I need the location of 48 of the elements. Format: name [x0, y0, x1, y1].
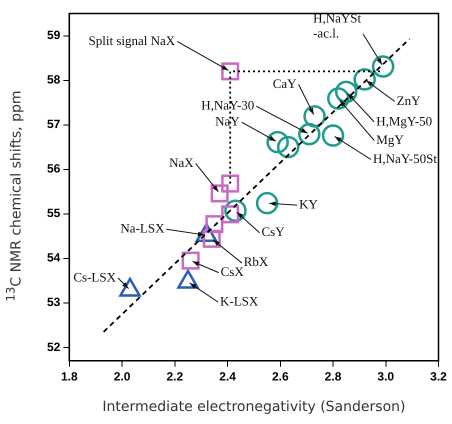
- annotation: NaY: [215, 114, 240, 129]
- point: [298, 122, 321, 146]
- point: [224, 200, 247, 222]
- x-tick-label: 3.0: [377, 369, 394, 384]
- point: [221, 174, 240, 193]
- x-tick-label: 2.4: [219, 369, 236, 384]
- annotation: KY: [299, 196, 318, 212]
- y-tick-label: 56: [46, 162, 61, 176]
- y-tick-label: 55: [46, 206, 61, 220]
- annotation: NaX: [169, 154, 194, 170]
- x-tick-label: 1.8: [61, 369, 78, 384]
- y-tick-label: 52: [46, 340, 61, 354]
- annotation: ZnY: [396, 92, 422, 108]
- point: [276, 136, 300, 158]
- annotation: H,NaYSt -ac.l.: [313, 10, 362, 40]
- annotation: Cs-LSX: [73, 269, 117, 284]
- point: [256, 192, 278, 214]
- annotation: CaY: [272, 76, 298, 91]
- point: [182, 252, 200, 270]
- x-axis-title: Intermediate electronegativity (Sanderson): [102, 399, 406, 416]
- annotation: H,NaY-30: [201, 98, 254, 113]
- x-tick-label: 2.2: [166, 369, 184, 384]
- annotation: Split signal NaX: [88, 32, 176, 48]
- point: [205, 215, 224, 234]
- x-tick-label: 2.6: [272, 369, 289, 384]
- annotation: H,MgY-50: [376, 113, 432, 128]
- y-tick-label: 59: [46, 28, 61, 42]
- y-tick-label: 54: [46, 250, 61, 265]
- annotation: CsY: [261, 224, 286, 240]
- annotation: CsX: [220, 264, 244, 280]
- point: [210, 184, 229, 202]
- x-tick-label: 2.0: [114, 369, 131, 384]
- y-tick-label: 57: [46, 117, 61, 132]
- annotation: RbX: [244, 254, 269, 270]
- annotation: Na-LSX: [120, 220, 166, 236]
- annotation: MgY: [376, 132, 404, 147]
- point: [334, 80, 358, 104]
- x-tick-label: 2.8: [324, 369, 342, 384]
- annotation: K-LSX: [220, 293, 259, 308]
- y-tick-label: 53: [46, 295, 61, 310]
- annotation: H,NaY-50St: [373, 150, 438, 166]
- point: [327, 87, 350, 110]
- y-tick-label: 58: [46, 72, 61, 87]
- x-tick-label: 3.2: [430, 369, 448, 384]
- point: [372, 55, 394, 78]
- point: [266, 130, 289, 154]
- point: [221, 62, 240, 80]
- point: [322, 124, 344, 147]
